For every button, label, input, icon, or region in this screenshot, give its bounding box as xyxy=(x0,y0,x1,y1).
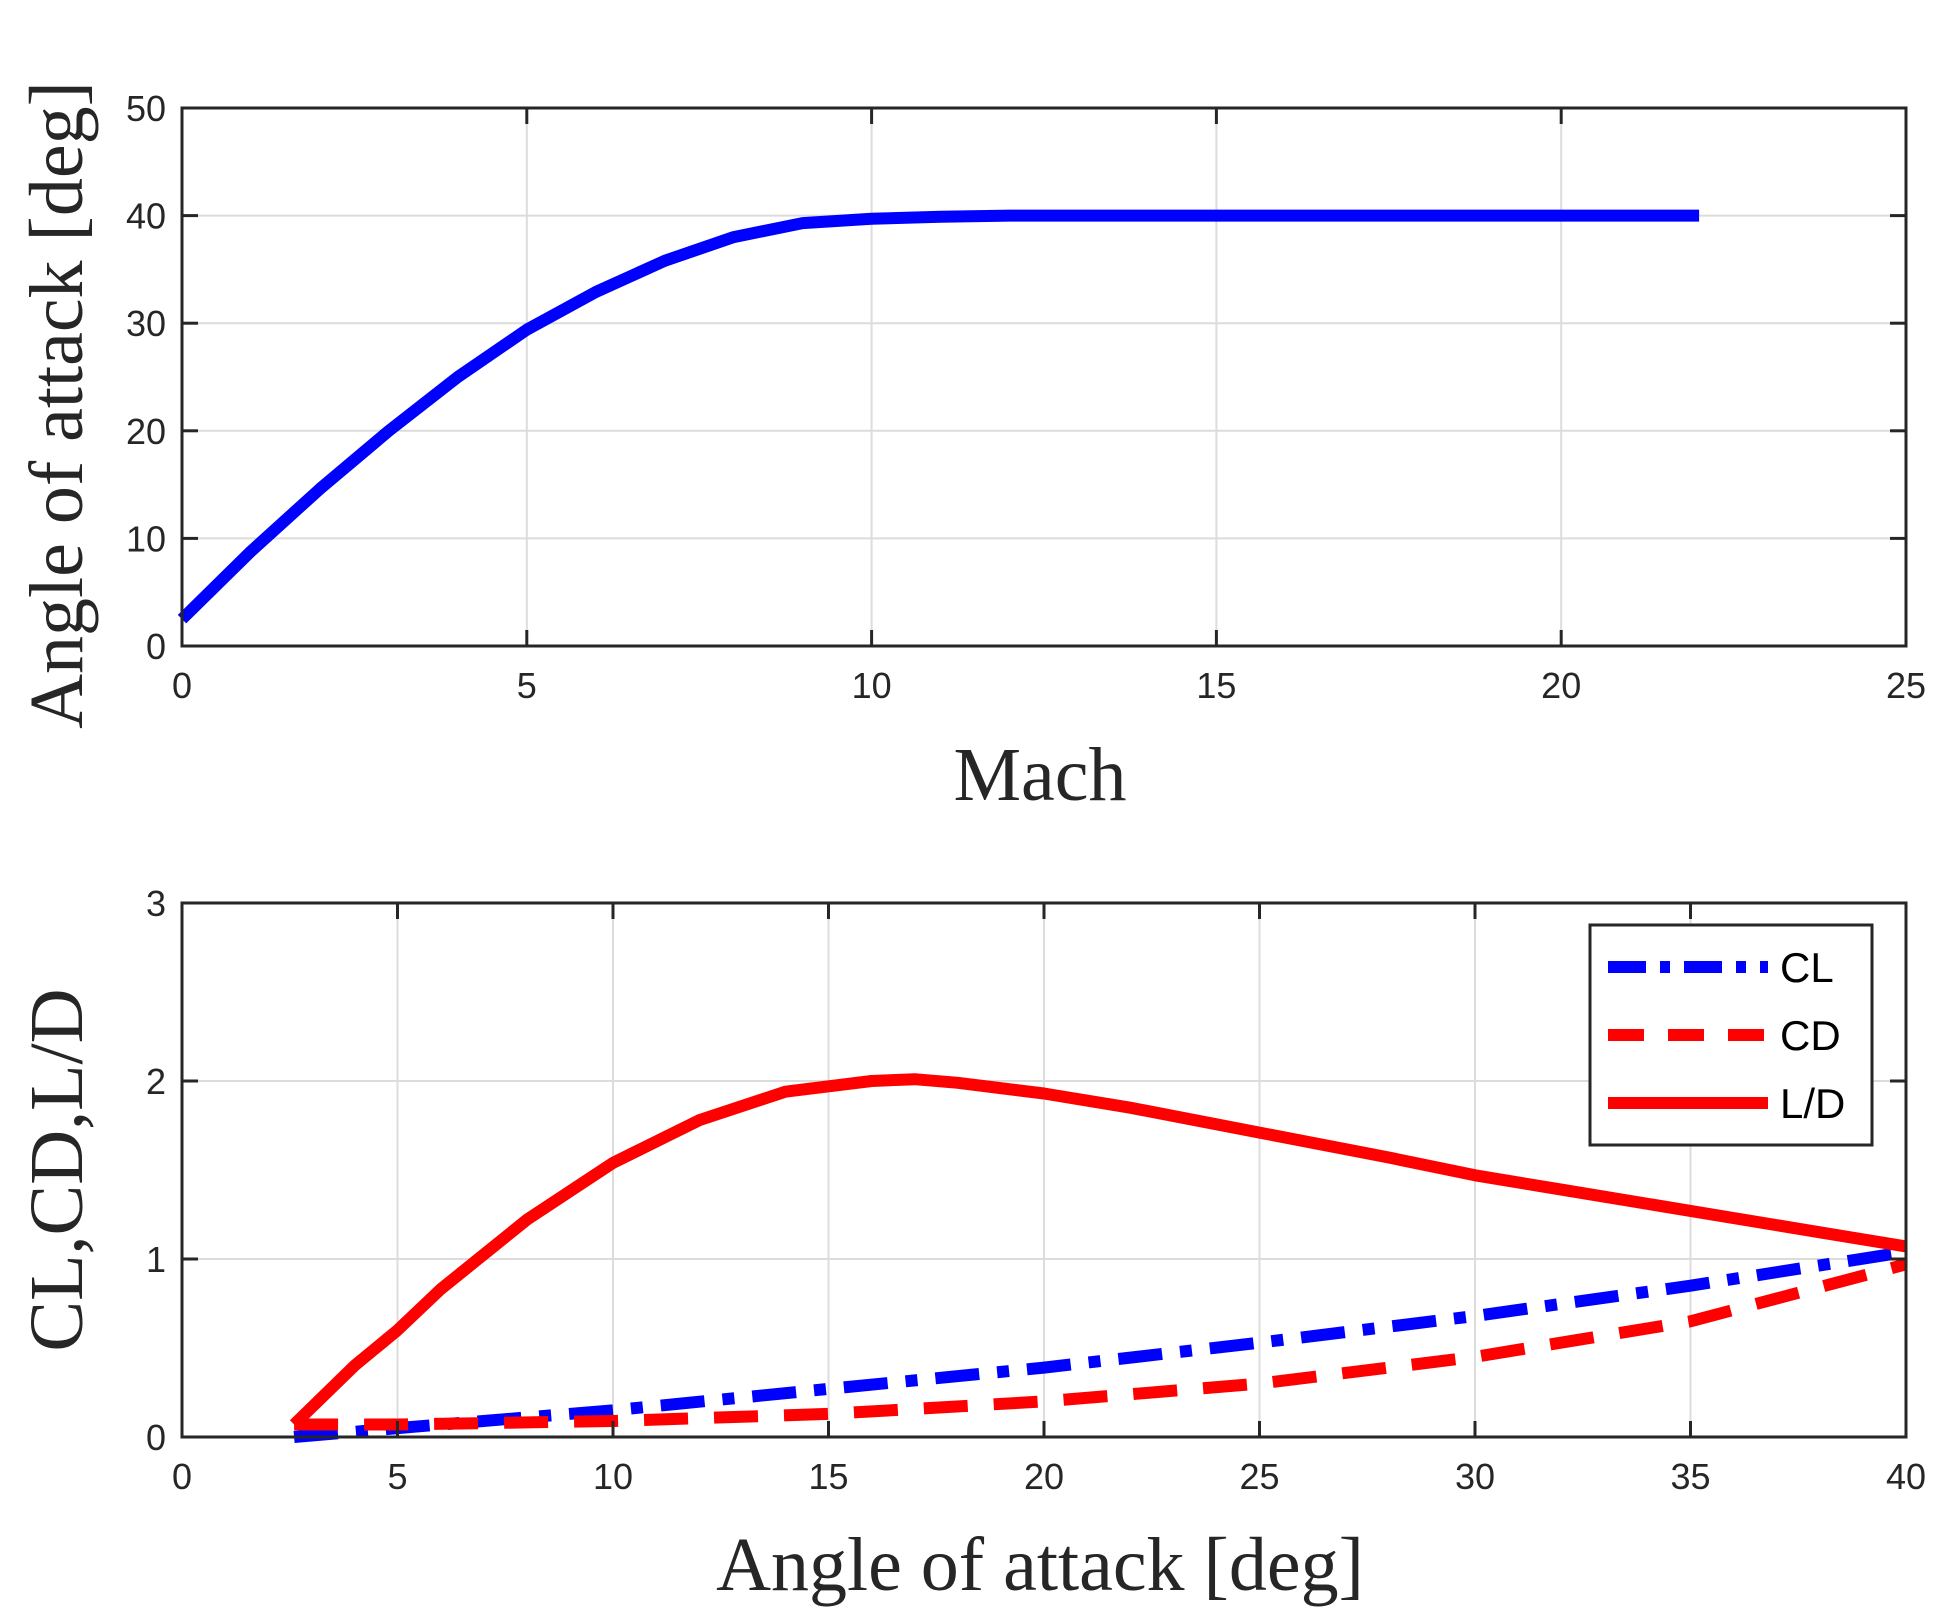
chart-top-ytick-label: 10 xyxy=(126,518,166,559)
legend-label-l-d: L/D xyxy=(1780,1080,1845,1127)
chart-top-xtick-label: 5 xyxy=(517,665,537,706)
chart-top-ytick-label: 0 xyxy=(146,626,166,667)
chart-bottom-xtick-label: 5 xyxy=(387,1456,407,1497)
chart-bottom-xlabel: Angle of attack [deg] xyxy=(716,1523,1364,1607)
chart-top-ylabel: Angle of attack [deg] xyxy=(15,81,99,729)
chart-bottom-ytick-label: 1 xyxy=(146,1239,166,1280)
chart-top-xtick-label: 10 xyxy=(852,665,892,706)
chart-top-xtick-label: 20 xyxy=(1541,665,1581,706)
chart-bottom-xtick-label: 25 xyxy=(1239,1456,1279,1497)
chart-top-aoa-vs-mach: Mach Angle of attack [deg] 0 5 10 15 20 25 0 10… xyxy=(15,81,1926,817)
chart-bottom-xtick-label: 10 xyxy=(593,1456,633,1497)
chart-bottom-series-cl-line xyxy=(293,1245,1907,1443)
chart-top-xtick-label: 0 xyxy=(172,665,192,706)
chart-bottom-xtick-label: 15 xyxy=(808,1456,848,1497)
chart-bottom-ylabel: CL,CD,L/D xyxy=(15,988,99,1351)
chart-top-xtick-label: 25 xyxy=(1886,665,1926,706)
legend-label-cd: CD xyxy=(1780,1012,1841,1059)
chart-top-axes-frame xyxy=(180,106,1908,648)
chart-bottom-series-cd-line xyxy=(294,1258,1908,1431)
chart-bottom-ytick-label: 3 xyxy=(146,883,166,924)
legend-label-cl: CL xyxy=(1780,944,1834,991)
chart-top-xlabel: Mach xyxy=(953,733,1126,817)
chart-bottom-coefficients: Angle of attack [deg] CL,CD,L/D 0 5 10 15 20… xyxy=(15,883,1926,1607)
chart-top-series-0-line xyxy=(177,209,1700,624)
chart-bottom-xtick-label: 35 xyxy=(1670,1456,1710,1497)
chart-bottom-xtick-label: 30 xyxy=(1455,1456,1495,1497)
chart-top-ytick-label: 30 xyxy=(126,303,166,344)
chart-top-ytick-label: 40 xyxy=(126,196,166,237)
chart-bottom-ytick-label: 2 xyxy=(146,1061,166,1102)
chart-top-ytick-label: 20 xyxy=(126,411,166,452)
chart-bottom-ytick-label: 0 xyxy=(146,1417,166,1458)
chart-top-ytick-label: 50 xyxy=(126,88,166,129)
chart-bottom-legend: CL CD L/D xyxy=(1588,923,1874,1147)
chart-bottom-series-l-d-line xyxy=(289,1073,1907,1429)
chart-bottom-xtick-label: 40 xyxy=(1886,1456,1926,1497)
chart-bottom-xtick-label: 0 xyxy=(172,1456,192,1497)
chart-bottom-xtick-label: 20 xyxy=(1024,1456,1064,1497)
chart-top-xtick-label: 15 xyxy=(1196,665,1236,706)
